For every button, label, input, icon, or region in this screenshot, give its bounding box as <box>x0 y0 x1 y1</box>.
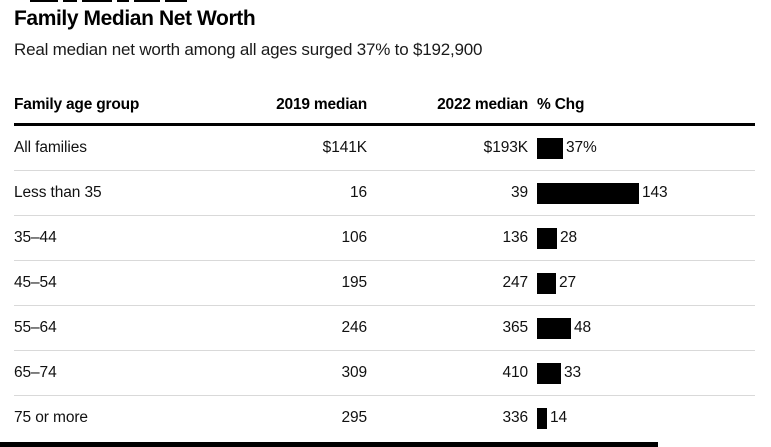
table-row: 45–54 195 247 27 <box>14 261 755 306</box>
column-header-2022-median: 2022 median <box>437 96 528 113</box>
column-header-pct-chg: % Chg <box>537 96 585 113</box>
table-body: All families $141K $193K 37% Less than 3… <box>14 126 755 440</box>
pct-change-cell: 14 <box>537 407 755 429</box>
median-2019-cell: $141K <box>322 139 367 156</box>
age-group-cell: All families <box>14 139 87 156</box>
pct-change-label: 27 <box>559 274 577 291</box>
median-2019-cell: 106 <box>341 229 367 246</box>
column-header-age-group: Family age group <box>14 96 140 113</box>
median-2019-cell: 309 <box>341 364 367 381</box>
median-2019-cell: 295 <box>341 409 367 426</box>
median-2022-cell: $193K <box>483 139 528 156</box>
age-group-cell: Less than 35 <box>14 184 102 201</box>
pct-change-cell: 143 <box>537 182 755 204</box>
pct-change-bar <box>537 137 563 159</box>
pct-change-bar <box>537 407 547 429</box>
bottom-crop-bar <box>0 442 658 447</box>
column-header-2019-median: 2019 median <box>276 96 367 113</box>
median-2022-cell: 39 <box>510 184 528 201</box>
pct-change-label: 48 <box>574 319 592 336</box>
pct-change-label: 33 <box>564 364 582 381</box>
pct-change-bar <box>537 182 639 204</box>
table-row: 75 or more 295 336 14 <box>14 396 755 440</box>
chart-subtitle: Real median net worth among all ages sur… <box>14 40 483 59</box>
pct-change-bar <box>537 272 556 294</box>
chart-title: Family Median Net Worth <box>14 7 256 30</box>
age-group-cell: 75 or more <box>14 409 88 426</box>
median-2019-cell: 195 <box>341 274 367 291</box>
pct-change-bar <box>537 362 561 384</box>
table-header: Family age group 2019 median 2022 median… <box>14 96 755 126</box>
pct-change-bar <box>537 227 557 249</box>
table-row: Less than 35 16 39 143 <box>14 171 755 216</box>
pct-change-cell: 33 <box>537 362 755 384</box>
age-group-cell: 65–74 <box>14 364 57 381</box>
median-2022-cell: 336 <box>502 409 528 426</box>
median-2022-cell: 410 <box>502 364 528 381</box>
age-group-cell: 45–54 <box>14 274 57 291</box>
table-row: All families $141K $193K 37% <box>14 126 755 171</box>
pct-change-label: 14 <box>550 409 568 426</box>
pct-change-bar <box>537 317 571 339</box>
median-2022-cell: 136 <box>502 229 528 246</box>
median-2019-cell: 16 <box>349 184 367 201</box>
median-2022-cell: 247 <box>502 274 528 291</box>
age-group-cell: 35–44 <box>14 229 57 246</box>
pct-change-cell: 28 <box>537 227 755 249</box>
table-row: 35–44 106 136 28 <box>14 216 755 261</box>
median-2022-cell: 365 <box>502 319 528 336</box>
pct-change-cell: 37% <box>537 137 755 159</box>
pct-change-cell: 27 <box>537 272 755 294</box>
age-group-cell: 55–64 <box>14 319 57 336</box>
table-row: 55–64 246 365 48 <box>14 306 755 351</box>
pct-change-label: 143 <box>642 184 668 201</box>
pct-change-cell: 48 <box>537 317 755 339</box>
pct-change-label: 28 <box>560 229 578 246</box>
pct-change-label: 37% <box>566 139 597 156</box>
median-2019-cell: 246 <box>341 319 367 336</box>
table-row: 65–74 309 410 33 <box>14 351 755 396</box>
